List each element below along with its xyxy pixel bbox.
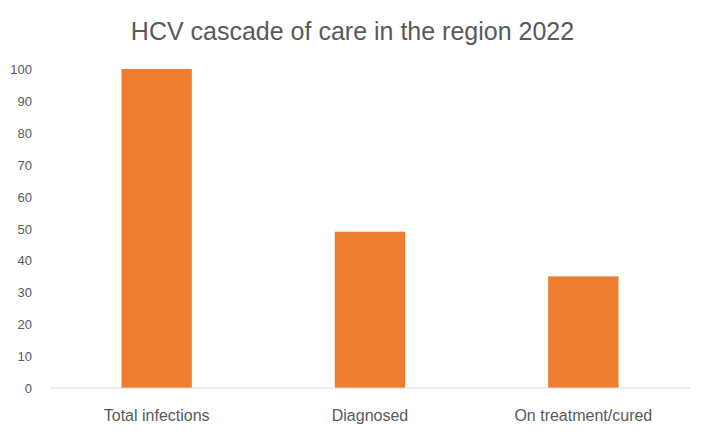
x-tick-label: Diagnosed xyxy=(332,407,409,424)
title: HCV cascade of care in the region 2022 xyxy=(131,17,574,45)
bar xyxy=(121,69,191,388)
x-tick-label: On treatment/cured xyxy=(514,407,652,424)
bars xyxy=(121,69,618,388)
chart: HCV cascade of care in the region 2022 0 1… xyxy=(0,0,705,438)
bar xyxy=(548,276,618,388)
y-tick-label: 20 xyxy=(18,317,32,332)
y-tick-label: 50 xyxy=(18,222,32,237)
background xyxy=(0,0,705,438)
x-tick-label: Total infections xyxy=(104,407,210,424)
y-tick-label: 100 xyxy=(10,62,32,77)
bar xyxy=(335,232,405,388)
y-tick-label: 90 xyxy=(18,94,32,109)
y-tick-label: 30 xyxy=(18,285,32,300)
y-tick-label: 80 xyxy=(18,126,32,141)
y-tick-label: 60 xyxy=(18,190,32,205)
x-axis-line xyxy=(50,388,690,389)
y-tick-label: 10 xyxy=(18,349,32,364)
y-tick-label: 70 xyxy=(18,158,32,173)
y-tick-label: 40 xyxy=(18,253,32,268)
y-tick-label: 0 xyxy=(25,381,32,396)
